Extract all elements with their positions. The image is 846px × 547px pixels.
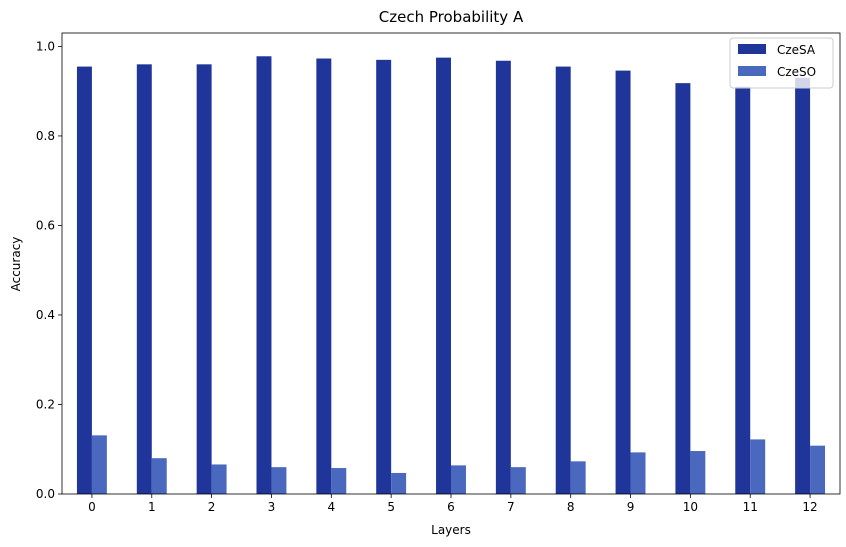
bar-czeso-layer-1 [151, 458, 167, 494]
y-tick-label: 0.0 [36, 487, 55, 501]
bar-czeso-layer-10 [690, 451, 706, 494]
bar-czesa-layer-11 [735, 86, 751, 495]
bar-czesa-layer-7 [495, 60, 511, 494]
bar-czeso-layer-12 [810, 445, 826, 494]
x-tick-label: 7 [507, 500, 515, 514]
chart-title: Czech Probability A [379, 8, 524, 26]
bar-czeso-layer-7 [510, 467, 526, 494]
x-tick-label: 9 [627, 500, 635, 514]
x-tick-label: 1 [148, 500, 156, 514]
bar-czeso-layer-8 [570, 461, 586, 494]
x-tick-label: 5 [387, 500, 395, 514]
x-axis-ticks: 0 1 2 3 4 5 6 7 8 9 10 11 12 [88, 494, 818, 514]
bar-czeso-layer-2 [211, 464, 227, 494]
bar-czesa-layer-2 [196, 64, 212, 494]
x-tick-label: 3 [268, 500, 276, 514]
bar-czeso-layer-6 [451, 465, 466, 494]
bar-czeso-layer-0 [91, 435, 107, 494]
bar-czeso-layer-11 [750, 439, 766, 494]
plot-frame [61, 32, 841, 495]
x-tick-label: 4 [327, 500, 335, 514]
bar-czesa-layer-9 [615, 70, 631, 494]
y-tick-label: 1.0 [36, 39, 55, 53]
x-axis-label: Layers [431, 523, 471, 537]
bar-czesa-layer-12 [795, 77, 811, 494]
bar-czesa-layer-1 [136, 64, 152, 494]
legend-label-czesa: CzeSA [777, 43, 816, 57]
x-tick-label: 6 [447, 500, 455, 514]
bar-czesa-layer-4 [316, 58, 332, 494]
bar-czesa-layer-3 [256, 56, 272, 495]
bar-czeso-layer-9 [630, 452, 646, 494]
x-tick-label: 10 [683, 500, 698, 514]
bar-czeso-layer-4 [331, 468, 347, 494]
bars-group [76, 56, 826, 495]
y-tick-label: 0.4 [36, 308, 55, 322]
legend-label-czeso: CzeSO [777, 65, 816, 79]
bar-czeso-layer-3 [271, 467, 287, 494]
y-axis-label: Accuracy [9, 237, 23, 292]
legend-swatch-czesa [738, 44, 766, 54]
x-tick-label: 2 [208, 500, 216, 514]
y-tick-label: 0.6 [36, 218, 55, 232]
y-tick-label: 0.8 [36, 129, 55, 143]
legend: CzeSA CzeSO [729, 37, 834, 89]
x-tick-label: 8 [567, 500, 575, 514]
bar-czesa-layer-8 [555, 66, 571, 494]
legend-swatch-czeso [738, 66, 766, 76]
bar-czeso-layer-5 [391, 472, 407, 494]
bar-czesa-layer-5 [376, 59, 392, 494]
y-axis-ticks: 0.0 0.2 0.4 0.6 0.8 1.0 [36, 39, 62, 501]
y-tick-label: 0.2 [36, 397, 55, 411]
bar-czesa-layer-6 [436, 57, 451, 495]
x-tick-label: 11 [743, 500, 758, 514]
bar-czesa-layer-0 [76, 66, 92, 494]
x-tick-label: 12 [802, 500, 817, 514]
x-tick-label: 0 [88, 500, 96, 514]
bar-czesa-layer-10 [675, 83, 691, 494]
